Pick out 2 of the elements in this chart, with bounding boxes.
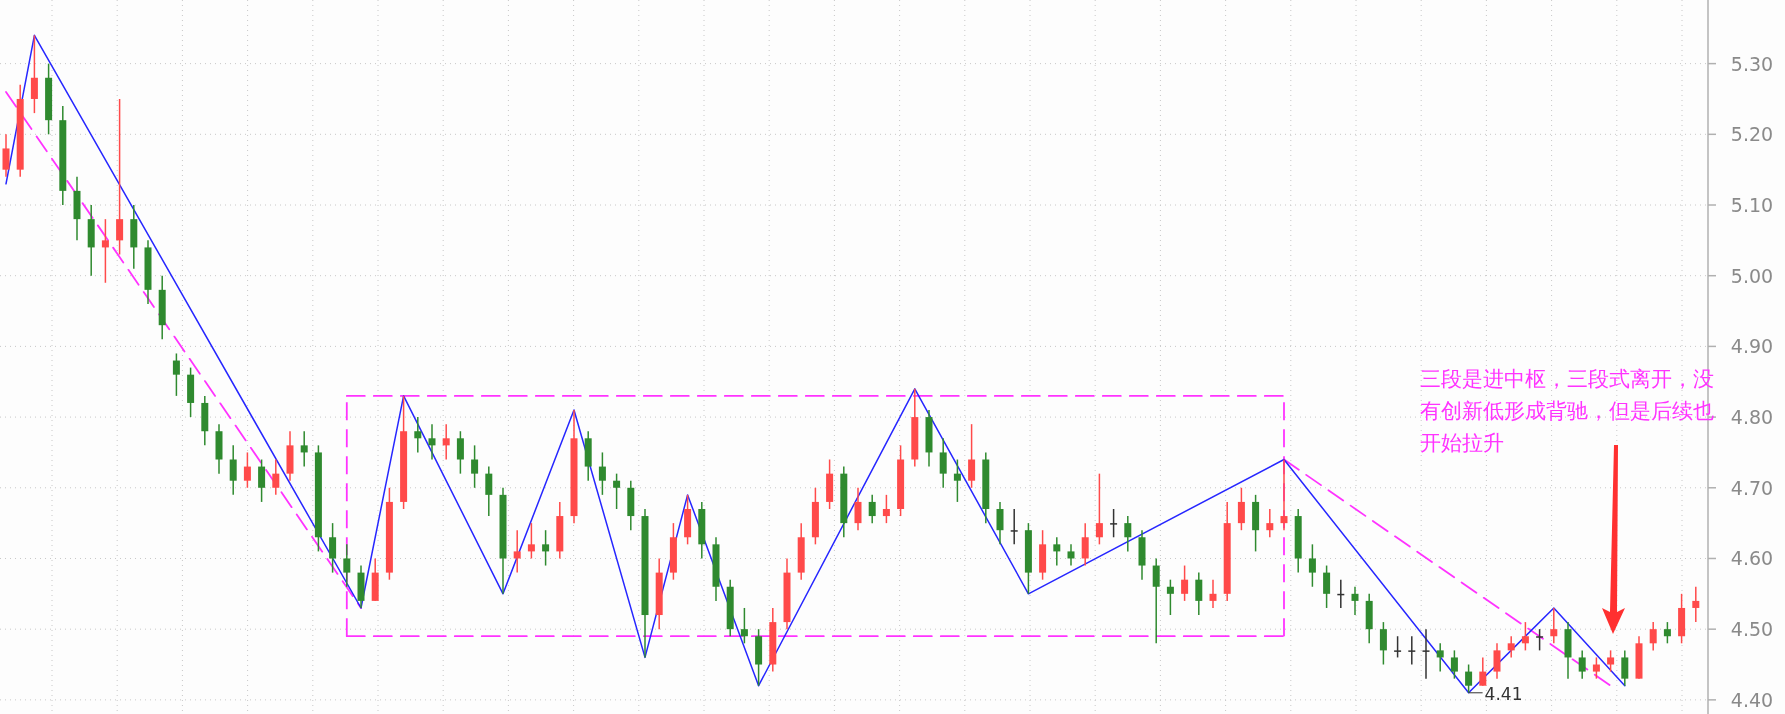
annotation: 三段是进中枢，三段式离开，没有创新低形成背驰，但是后续也开始拉升 xyxy=(1420,367,1714,455)
annotation: 4.41 xyxy=(1484,683,1523,704)
